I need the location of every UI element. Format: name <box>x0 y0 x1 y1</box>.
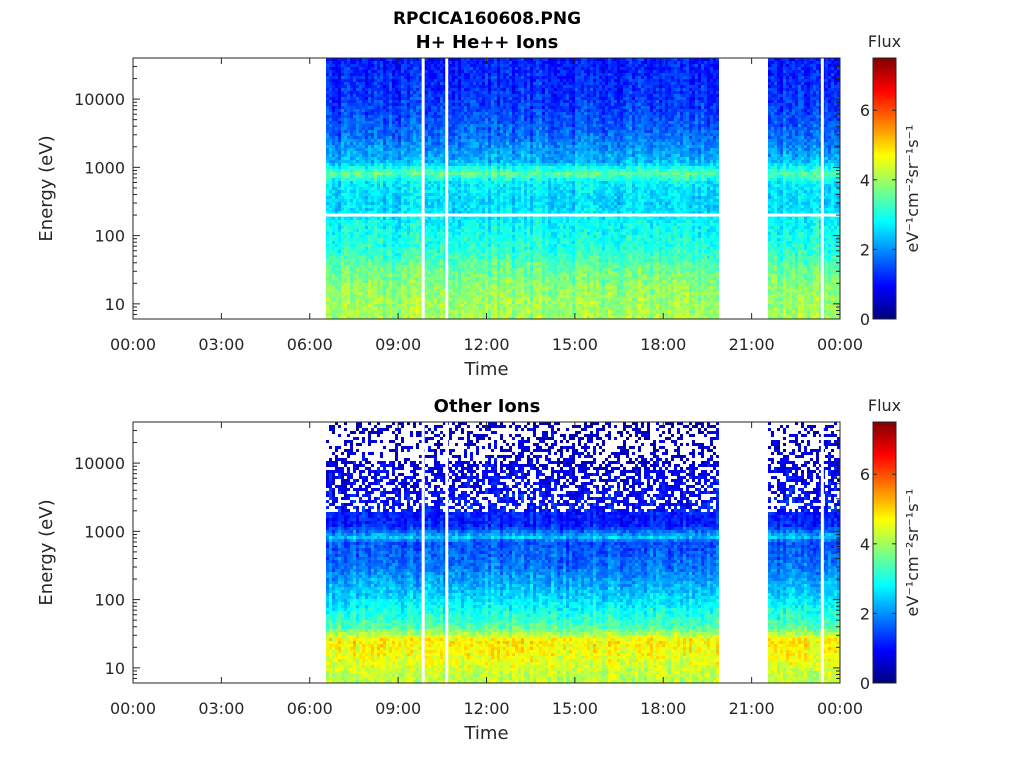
colorbar-unit-label: eV⁻¹cm⁻²sr⁻¹s⁻¹ <box>903 489 922 617</box>
colorbar-tick-label: 6 <box>860 465 870 484</box>
colorbar-tick-label: 2 <box>860 240 870 259</box>
x-tick-label: 06:00 <box>287 699 333 718</box>
data-gap-line <box>820 58 824 319</box>
panel-2: 00:00 03:00 06:00 09:00 12:00 15:00 18:00 21:00… <box>36 396 922 744</box>
x-tick-label: 18:00 <box>640 335 686 354</box>
x-tick-label: 12:00 <box>463 699 509 718</box>
panels: 00:00 03:00 06:00 09:00 12:00 15:00 18:00 21:00… <box>36 32 922 744</box>
x-tick-label: 21:00 <box>729 699 775 718</box>
panel-title: H+ He++ Ions <box>416 32 559 53</box>
x-tick-label: 03:00 <box>198 699 244 718</box>
x-tick-label: 09:00 <box>375 335 421 354</box>
y-tick-label: 1000 <box>84 158 125 177</box>
colorbar <box>872 57 897 320</box>
x-tick-label: 12:00 <box>463 335 509 354</box>
x-tick-label: 15:00 <box>552 335 598 354</box>
x-tick-label: 06:00 <box>287 335 333 354</box>
y-tick-label: 10000 <box>74 454 125 473</box>
colorbar-tick-label: 6 <box>860 101 870 120</box>
colorbar-title: Flux <box>868 32 901 51</box>
y-tick-label: 100 <box>94 227 125 246</box>
panel-title: Other Ions <box>434 396 541 417</box>
colorbar-tick-label: 0 <box>860 310 870 329</box>
x-tick-label: 00:00 <box>110 699 156 718</box>
colorbar-tick-label: 0 <box>860 674 870 693</box>
colorbar <box>872 421 897 684</box>
x-axis-label: Time <box>463 359 508 380</box>
x-tick-label: 00:00 <box>110 335 156 354</box>
x-tick-label: 15:00 <box>552 699 598 718</box>
panel-1: 00:00 03:00 06:00 09:00 12:00 15:00 18:00 21:00… <box>36 32 922 380</box>
x-tick-label: 03:00 <box>198 335 244 354</box>
energy-gap-line <box>133 213 840 217</box>
y-tick-label: 1000 <box>84 522 125 541</box>
x-tick-label: 00:00 <box>817 699 863 718</box>
colorbar-tick-label: 4 <box>860 171 870 190</box>
figure-title: RPCICA160608.PNG <box>393 9 581 29</box>
data-gap-line <box>445 422 449 683</box>
colorbar-title: Flux <box>868 396 901 415</box>
y-tick-label: 10 <box>105 295 125 314</box>
data-gap-line <box>820 422 824 683</box>
colorbar-unit-label: eV⁻¹cm⁻²sr⁻¹s⁻¹ <box>903 125 922 253</box>
y-axis-label: Energy (eV) <box>36 135 57 241</box>
spectrogram-2 <box>326 422 840 683</box>
data-gap-line <box>445 58 449 319</box>
x-tick-label: 18:00 <box>640 699 686 718</box>
y-tick-label: 10000 <box>74 90 125 109</box>
y-tick-label: 100 <box>94 591 125 610</box>
data-gap-line <box>421 422 425 683</box>
data-gap-line <box>421 58 425 319</box>
x-tick-label: 21:00 <box>729 335 775 354</box>
x-tick-label: 09:00 <box>375 699 421 718</box>
y-tick-label: 10 <box>105 659 125 678</box>
colorbar-tick-label: 2 <box>860 604 870 623</box>
colorbar-tick-label: 4 <box>860 535 870 554</box>
x-tick-label: 00:00 <box>817 335 863 354</box>
x-axis-label: Time <box>463 723 508 744</box>
spectrogram-1 <box>326 58 840 319</box>
y-axis-label: Energy (eV) <box>36 499 57 605</box>
